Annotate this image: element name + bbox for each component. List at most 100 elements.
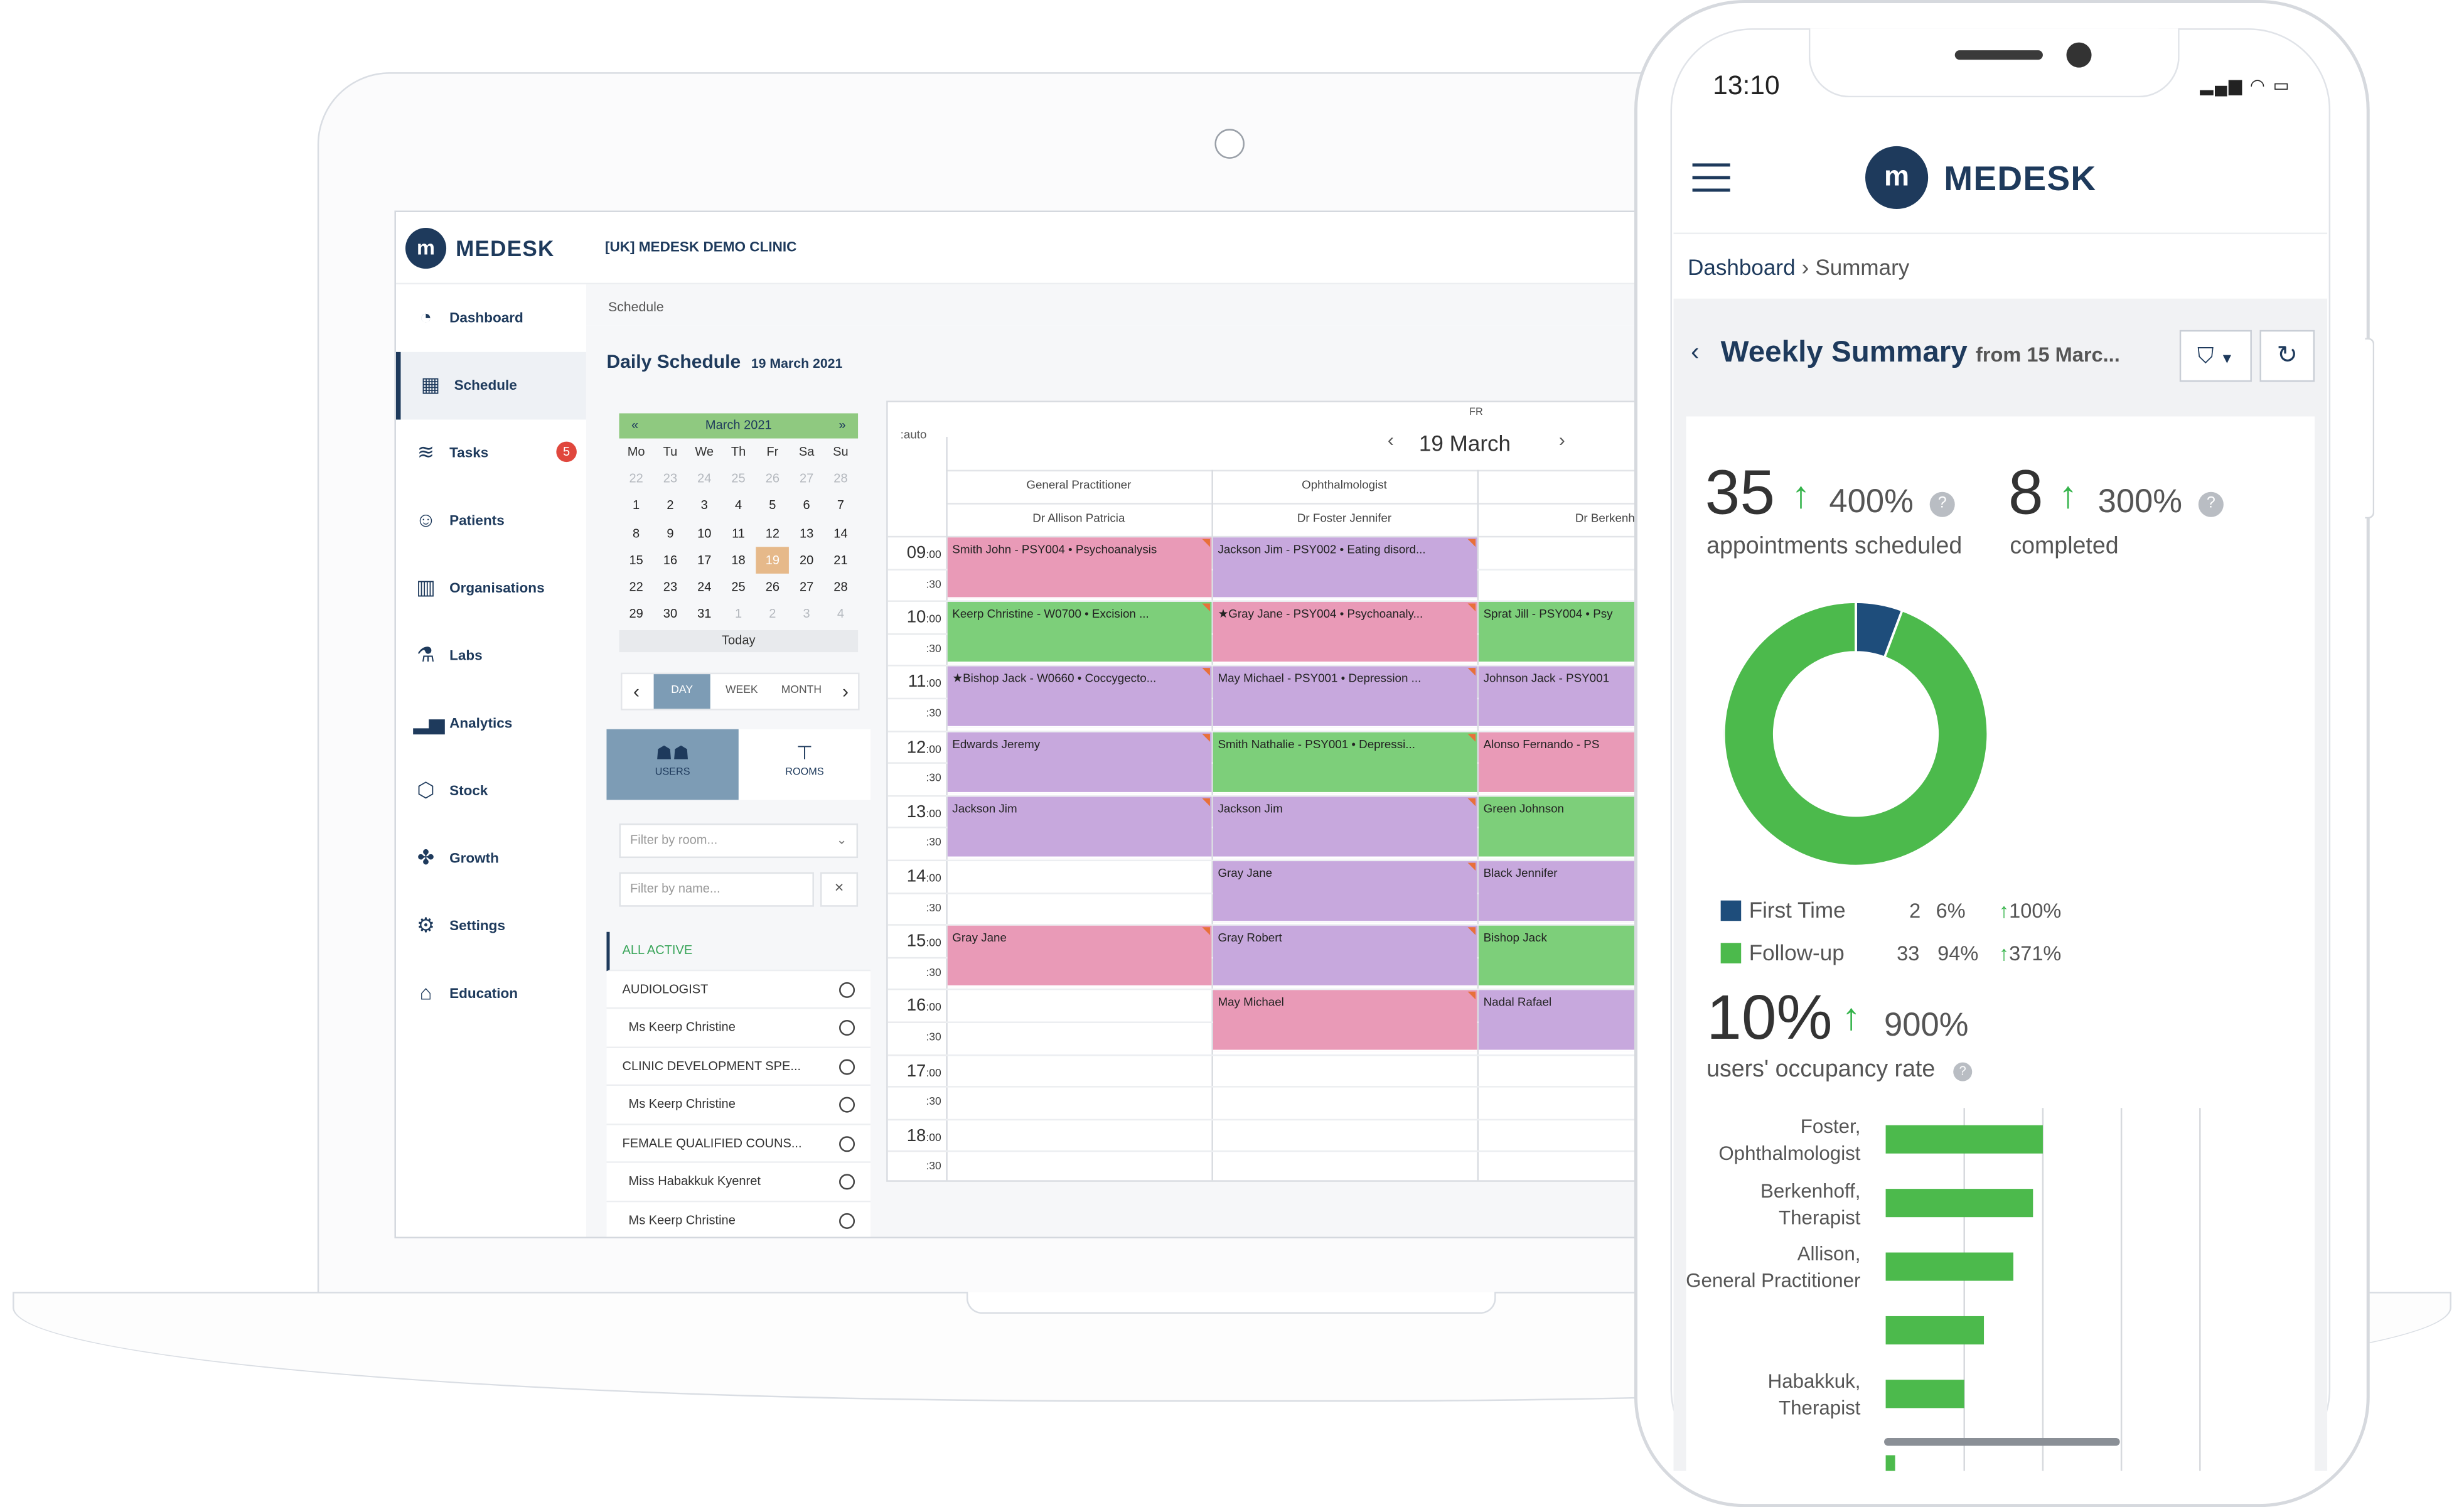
appointment-block[interactable]: Smith John - PSY004 • Psychoanalysis xyxy=(947,537,1212,599)
help-icon[interactable]: ? xyxy=(1929,491,1955,517)
resource-item[interactable]: Ms Keerp Christine xyxy=(606,1201,871,1237)
calendar-day[interactable]: 1 xyxy=(734,606,742,621)
bar-3[interactable] xyxy=(1885,1316,1985,1345)
nav-item-education[interactable]: ⌂ Education xyxy=(396,960,586,1028)
calendar-day[interactable]: 25 xyxy=(731,471,746,486)
calendar-day[interactable]: 8 xyxy=(633,525,640,540)
tab-rooms[interactable]: ⊤ ROOMS xyxy=(739,729,870,800)
calendar-day[interactable]: 7 xyxy=(837,498,845,513)
donut-slice-1[interactable] xyxy=(1723,601,1988,866)
appointment-block[interactable]: Alonso Fernando - PS xyxy=(1479,731,1650,793)
calendar-prev-button[interactable]: « xyxy=(631,418,639,432)
resource-item[interactable]: Ms Keerp Christine xyxy=(606,1086,871,1125)
resource-item[interactable]: AUDIOLOGIST xyxy=(606,970,871,1009)
resource-all-active[interactable]: ALL ACTIVE xyxy=(606,931,871,971)
breadcrumb-schedule[interactable]: Schedule xyxy=(608,298,664,314)
calendar-day[interactable]: 22 xyxy=(629,471,643,486)
refresh-button[interactable]: ↻ xyxy=(2259,330,2315,382)
breadcrumb-dashboard[interactable]: Dashboard xyxy=(1688,254,1796,280)
calendar-day[interactable]: 1 xyxy=(633,498,640,513)
column-doctor[interactable]: Dr Berkenhof xyxy=(1575,510,1645,525)
radio-button[interactable] xyxy=(839,1019,855,1036)
next-date-icon[interactable]: › xyxy=(1558,429,1565,451)
view-month-button[interactable]: MONTH xyxy=(781,685,822,697)
logo-text[interactable]: MEDESK xyxy=(456,235,555,261)
radio-button[interactable] xyxy=(839,1058,855,1075)
appointment-block[interactable]: ★Gray Jane - PSY004 • Psychoanaly... xyxy=(1213,602,1477,664)
calendar-day[interactable]: 10 xyxy=(697,525,712,540)
grid-row[interactable] xyxy=(946,699,1650,732)
appointment-block[interactable]: Jackson Jim xyxy=(1213,796,1477,858)
appointment-block[interactable]: Gray Jane xyxy=(1213,861,1477,923)
grid-row[interactable] xyxy=(946,1055,1650,1088)
appointment-block[interactable]: Edwards Jeremy xyxy=(947,731,1212,793)
medesk-logo-icon[interactable]: m xyxy=(405,228,447,269)
grid-row[interactable] xyxy=(946,1023,1650,1056)
nav-item-analytics[interactable]: ▂▅ Analytics xyxy=(396,690,586,758)
calendar-day[interactable]: 23 xyxy=(663,471,678,486)
calendar-day[interactable]: 5 xyxy=(769,498,776,513)
appointment-block[interactable]: Sprat Jill - PSY004 • Psy xyxy=(1479,602,1650,664)
appointment-block[interactable]: Black Jennifer xyxy=(1479,861,1650,923)
calendar-day[interactable]: 26 xyxy=(765,579,780,594)
help-icon[interactable]: ? xyxy=(2198,491,2224,517)
grid-row[interactable] xyxy=(946,893,1650,926)
appointment-block[interactable]: ★Bishop Jack - W0660 • Coccygecto... xyxy=(947,667,1212,729)
grid-row[interactable] xyxy=(946,1088,1650,1120)
calendar-day[interactable]: 12 xyxy=(765,525,780,540)
appointment-block[interactable]: May Michael - PSY001 • Depression ... xyxy=(1213,667,1477,729)
calendar-day[interactable]: 18 xyxy=(731,552,746,567)
appointment-block[interactable]: Nadal Rafael xyxy=(1479,990,1650,1053)
tab-users[interactable]: ☗☗ USERS xyxy=(606,729,739,800)
radio-button[interactable] xyxy=(839,1174,855,1190)
calendar-day[interactable]: 31 xyxy=(697,606,712,621)
clear-filter-button[interactable]: × xyxy=(820,872,859,907)
grid-row[interactable] xyxy=(946,570,1650,603)
menu-icon[interactable] xyxy=(1692,163,1730,192)
calendar-today-button[interactable]: Today xyxy=(619,630,859,653)
nav-item-patients[interactable]: ☺ Patients xyxy=(396,487,586,555)
radio-button[interactable] xyxy=(839,1135,855,1152)
nav-item-organisations[interactable]: ▥ Organisations xyxy=(396,555,586,623)
appointment-block[interactable]: Green Johnson xyxy=(1479,796,1650,858)
calendar-next-button[interactable]: » xyxy=(838,418,846,432)
grid-row[interactable] xyxy=(946,829,1650,861)
calendar-day[interactable]: 26 xyxy=(765,471,780,486)
appointment-block[interactable]: May Michael xyxy=(1213,990,1477,1053)
back-icon[interactable]: ‹ xyxy=(1691,339,1700,367)
view-day-button[interactable]: DAY xyxy=(653,674,710,709)
filter-room-select[interactable]: Filter by room... ⌄ xyxy=(619,823,859,859)
grid-row[interactable] xyxy=(946,764,1650,796)
grid-row[interactable] xyxy=(946,1152,1650,1180)
calendar-day[interactable]: 27 xyxy=(800,471,814,486)
radio-button[interactable] xyxy=(839,1097,855,1113)
nav-item-labs[interactable]: ⚗ Labs xyxy=(396,623,586,690)
nav-item-settings[interactable]: ⚙ Settings xyxy=(396,893,586,960)
nav-item-dashboard[interactable]: ◔ Dashboard xyxy=(396,284,586,352)
appointment-block[interactable]: Gray Robert xyxy=(1213,926,1477,987)
calendar-day[interactable]: 25 xyxy=(731,579,746,594)
resource-item[interactable]: Ms Keerp Christine xyxy=(606,1009,871,1048)
auto-label[interactable]: :auto xyxy=(900,427,927,442)
calendar-day[interactable]: 20 xyxy=(800,552,814,567)
calendar-day[interactable]: 22 xyxy=(629,579,643,594)
column-doctor[interactable]: Dr Allison Patricia xyxy=(1032,510,1125,525)
appointment-block[interactable]: Keerp Christine - W0700 • Excision ... xyxy=(947,602,1212,664)
calendar-day[interactable]: 21 xyxy=(833,552,848,567)
calendar-day[interactable]: 13 xyxy=(800,525,814,540)
help-icon[interactable]: ? xyxy=(1953,1062,1973,1081)
appointment-block[interactable]: Bishop Jack xyxy=(1479,926,1650,987)
bar-0[interactable] xyxy=(1885,1125,2043,1154)
calendar-day[interactable]: 9 xyxy=(667,525,674,540)
view-week-button[interactable]: WEEK xyxy=(725,685,758,697)
calendar-day[interactable]: 14 xyxy=(833,525,848,540)
grid-row[interactable] xyxy=(946,635,1650,667)
bar-4[interactable] xyxy=(1885,1380,1964,1408)
calendar-day[interactable]: 16 xyxy=(663,552,678,567)
calendar-day[interactable]: 27 xyxy=(800,579,814,594)
filter-button[interactable]: ⛉ ▼ xyxy=(2179,330,2252,382)
calendar-day[interactable]: 3 xyxy=(803,606,810,621)
calendar-day[interactable]: 30 xyxy=(663,606,678,621)
prev-date-icon[interactable]: ‹ xyxy=(1387,429,1394,451)
grid-row[interactable] xyxy=(946,958,1650,991)
